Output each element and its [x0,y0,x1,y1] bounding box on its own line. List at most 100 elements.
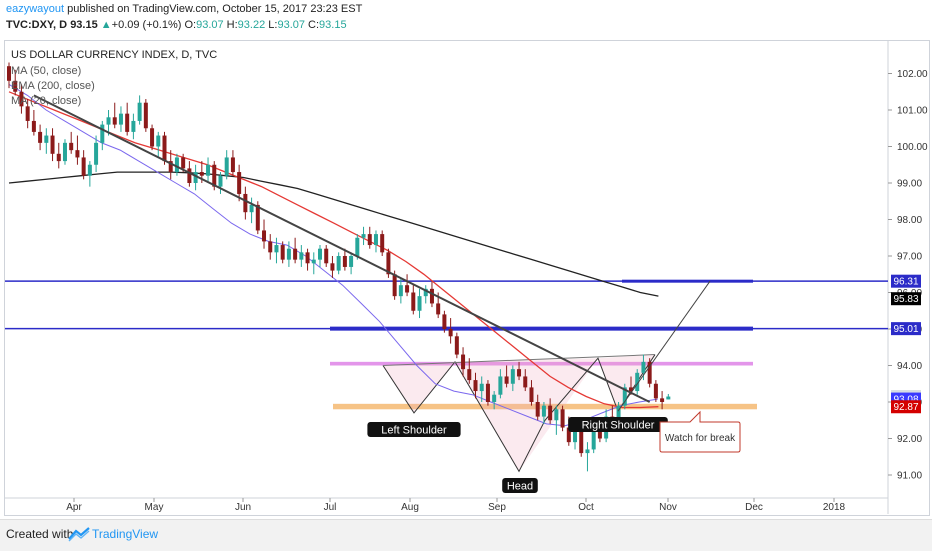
candle-body [94,142,99,165]
candle-body [318,248,322,260]
tradingview-brand-link[interactable]: TradingView [92,527,159,541]
pattern-outline [382,354,656,473]
candle-body [392,274,397,297]
candle-body [118,113,123,125]
open-label: O: [184,19,197,31]
y-tick-label: 94.00 [897,361,922,372]
x-tick-label: Oct [578,502,594,513]
level-96-band [622,279,753,283]
right-shoulder-label-bg [568,417,668,432]
chart-title: US DOLLAR CURRENCY INDEX, D, TVC [11,49,217,61]
candle-body [44,135,49,143]
legend-entry: MA (20, close) [11,95,81,107]
candle-body [666,396,671,400]
candle-body [373,234,378,246]
right-shoulder-label: Right Shoulder [582,420,655,432]
candle-body [181,157,186,169]
candle-body [616,405,621,428]
candle-body [218,175,223,187]
candle-body [137,102,142,121]
price-label: 95.01 [893,324,918,335]
projection-line [617,280,711,412]
high-value: 93.22 [237,19,266,31]
candle-body [367,234,372,246]
candle-body [510,369,515,384]
open-value: 93.07 [196,19,224,31]
ma50-line [8,91,659,409]
down-trendline [33,94,651,403]
candle-body [411,292,416,311]
x-tick-label: 2018 [823,502,846,513]
candle-body [535,402,540,417]
price-label-bg [891,292,921,306]
candle-body [641,361,646,373]
y-tick-label: 100.00 [897,142,928,153]
candle-body [174,157,179,173]
legend-entry: MA (50, close) [11,65,81,77]
candle-body [255,204,260,231]
price-label-bg [891,322,921,336]
change-value: +0.09 (+0.1%) [111,19,182,31]
y-tick-label: 97.00 [897,252,922,263]
candle-body [56,153,61,162]
candle-body [461,354,466,370]
candle-body [75,150,80,158]
up-arrow-icon: ▲ [100,19,112,31]
candle-body [305,252,310,264]
author-link[interactable]: eazywayout [6,3,65,15]
candle-body [355,237,360,256]
tradingview-logo-icon [68,527,90,542]
candle-body [442,314,447,329]
candle-body [653,383,658,399]
candle-body [206,164,211,176]
candle-body [237,172,242,194]
candle-body [473,380,478,392]
candle-body [249,204,254,213]
chart-frame [4,40,930,516]
candle-body [560,409,565,428]
x-tick-label: Aug [401,502,419,513]
neckline-zone [330,361,753,366]
price-label-bg [891,274,921,288]
candle-body [548,405,553,421]
close-value: 93.15 [319,19,347,31]
candle-body [243,193,248,213]
candle-body [405,285,410,293]
candle-body [162,135,167,162]
ma20-line [8,83,658,427]
x-tick-label: Apr [66,502,82,513]
candle-body [193,172,198,183]
candle-body [212,164,217,187]
candle-body [100,124,105,143]
y-tick-label: 91.00 [897,471,922,482]
candle-body [143,102,148,129]
candle-body [293,248,298,260]
candle-body [268,241,273,253]
head-label-bg [502,478,538,493]
head-shade [455,358,598,472]
candle-body [417,296,422,311]
candle-body [380,234,385,253]
candle-body [554,409,559,421]
price-label: 93.08 [893,395,918,406]
candle-body [25,106,30,121]
level-95-band [330,326,753,331]
publish-info: published on TradingView.com, October 15… [64,3,363,15]
candle-body [324,248,329,264]
candle-body [156,135,161,147]
candle-body [492,394,497,402]
candle-body [280,245,285,260]
head-label: Head [507,481,533,493]
candle-body [87,164,92,176]
close-label: C: [308,19,320,31]
y-tick-label: 98.00 [897,215,922,226]
candle-body [386,252,391,275]
ohlc-line: TVC:DXY, D 93.15 ▲+0.09 (+0.1%) O:93.07 … [6,19,347,31]
candle-body [622,387,627,406]
candle-body [485,383,490,402]
candle-body [131,120,136,132]
y-tick-label: 92.00 [897,434,922,445]
candle-body [31,120,36,132]
candle-body [566,427,571,443]
